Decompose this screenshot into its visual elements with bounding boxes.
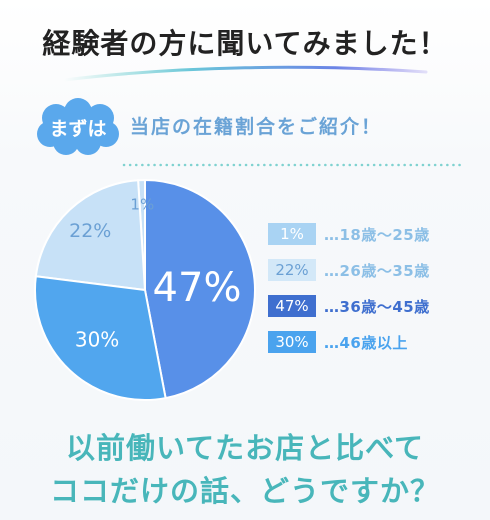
question-line-1: 以前働いてたお店と比べて: [66, 431, 424, 465]
legend-label: …36歳〜45歳: [324, 297, 430, 316]
slice-36-45: [144, 178, 256, 400]
legend-percent-box: 1%: [268, 223, 316, 245]
dotted-divider: [122, 163, 467, 167]
legend-percent-box: 47%: [268, 295, 316, 317]
legend-percent-box: 22%: [268, 259, 316, 281]
chart-legend: 1% …18歳〜25歳 22% …26歳〜35歳 47% …36歳〜45歳 30…: [268, 222, 430, 366]
slice-26-35: [34, 179, 147, 292]
slice-46-up-label: 30%: [75, 328, 119, 352]
badge-label: まずは: [49, 117, 107, 140]
slice-18-25-label: 1%: [130, 196, 154, 214]
legend-item-18-25: 1% …18歳〜25歳: [268, 222, 430, 246]
slice-46-up: [34, 275, 167, 401]
section-subtitle: 当店の在籍割合をご紹介！: [130, 116, 383, 138]
page-title: 経験者の方に聞いてみました！: [42, 27, 448, 60]
legend-item-26-35: 22% …26歳〜35歳: [268, 258, 430, 282]
legend-percent-box: 30%: [268, 331, 316, 353]
legend-item-46-up: 30% …46歳以上: [268, 330, 430, 354]
title-underline-swoosh: [62, 65, 428, 82]
intro-badge: まずは: [36, 98, 120, 156]
legend-label: …46歳以上: [324, 333, 408, 352]
slice-26-35-label: 22%: [69, 220, 111, 242]
cloud-badge-shape: [37, 98, 119, 155]
legend-label: …18歳〜25歳: [324, 225, 430, 244]
slice-36-45-label: 47%: [153, 265, 242, 311]
legend-item-36-45: 47% …36歳〜45歳: [268, 294, 430, 318]
legend-label: …26歳〜35歳: [324, 261, 430, 280]
question-line-2: ココだけの話、どうですか？: [49, 474, 440, 508]
